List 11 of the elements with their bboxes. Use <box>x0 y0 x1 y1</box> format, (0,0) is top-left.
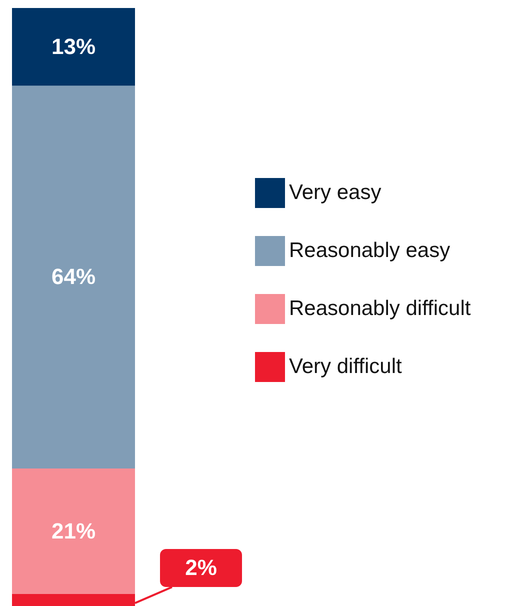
bar <box>12 8 135 86</box>
legend-label: Reasonably easy <box>289 239 451 262</box>
legend-label: Very easy <box>289 181 382 204</box>
bar <box>12 468 135 594</box>
data-label: 21% <box>51 518 96 544</box>
bar <box>12 86 135 468</box>
data-label: 64% <box>51 264 96 290</box>
legend-label: Very difficult <box>289 355 402 378</box>
data-label: 2% <box>185 555 217 580</box>
legend-label: Reasonably difficult <box>289 297 471 320</box>
data-label: 13% <box>51 34 96 59</box>
